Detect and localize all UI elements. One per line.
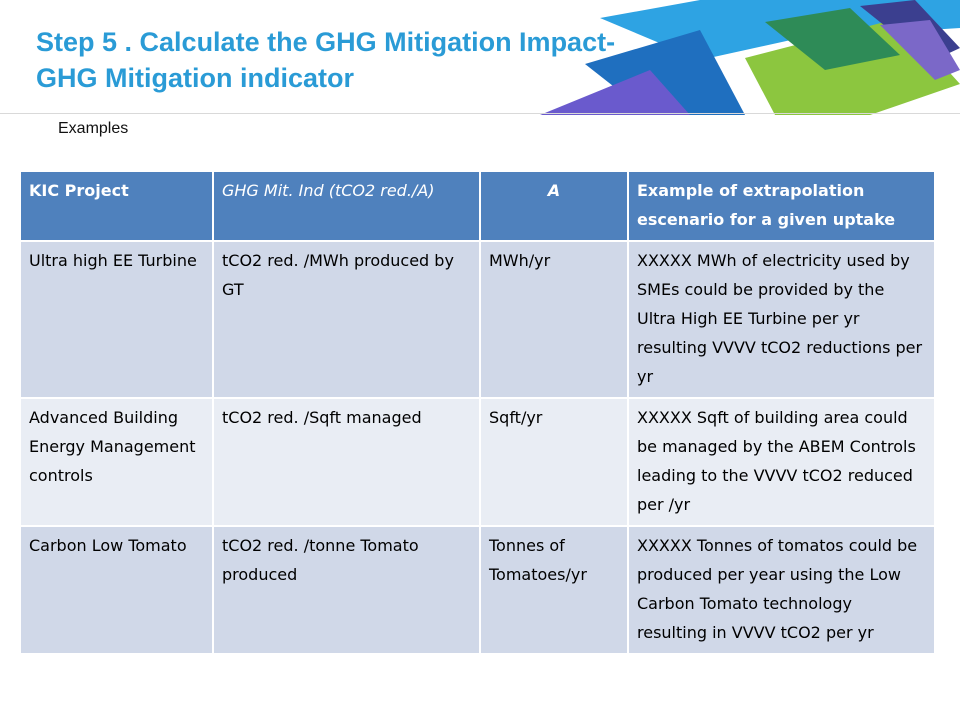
cell-indicator: tCO2 red. /tonne Tomato produced <box>212 525 481 655</box>
section-label: Examples <box>58 120 129 137</box>
cell-project: Ultra high EE Turbine <box>19 240 214 399</box>
banner-shape-purple <box>540 70 690 115</box>
table-row: Advanced Building Energy Management cont… <box>19 397 936 527</box>
cell-a: Sqft/yr <box>479 397 629 527</box>
cell-indicator: tCO2 red. /Sqft managed <box>212 397 481 527</box>
cell-a: Tonnes of Tomatoes/yr <box>479 525 629 655</box>
cell-example: XXXXX Tonnes of tomatos could be produce… <box>627 525 936 655</box>
cell-a: MWh/yr <box>479 240 629 399</box>
page-title: Step 5 . Calculate the GHG Mitigation Im… <box>36 27 616 93</box>
header-divider <box>0 113 960 114</box>
cell-project: Advanced Building Energy Management cont… <box>19 397 214 527</box>
header-ghg-mit-ind: GHG Mit. Ind (tCO2 red./A) <box>212 170 481 242</box>
ghg-examples-table: KIC Project GHG Mit. Ind (tCO2 red./A) A… <box>19 170 936 655</box>
banner-shape-violet <box>880 20 960 80</box>
decorative-banner <box>540 0 960 115</box>
cell-example: XXXXX MWh of electricity used by SMEs co… <box>627 240 936 399</box>
table-row: Carbon Low Tomato tCO2 red. /tonne Tomat… <box>19 525 936 655</box>
banner-shape-dark-green <box>765 8 900 70</box>
cell-project: Carbon Low Tomato <box>19 525 214 655</box>
header-a: A <box>479 170 629 242</box>
header-extrapolation: Example of extrapolation escenario for a… <box>627 170 936 242</box>
table-header-row: KIC Project GHG Mit. Ind (tCO2 red./A) A… <box>19 170 936 242</box>
header-kic-project: KIC Project <box>19 170 214 242</box>
table-row: Ultra high EE Turbine tCO2 red. /MWh pro… <box>19 240 936 399</box>
cell-example: XXXXX Sqft of building area could be man… <box>627 397 936 527</box>
cell-indicator: tCO2 red. /MWh produced by GT <box>212 240 481 399</box>
